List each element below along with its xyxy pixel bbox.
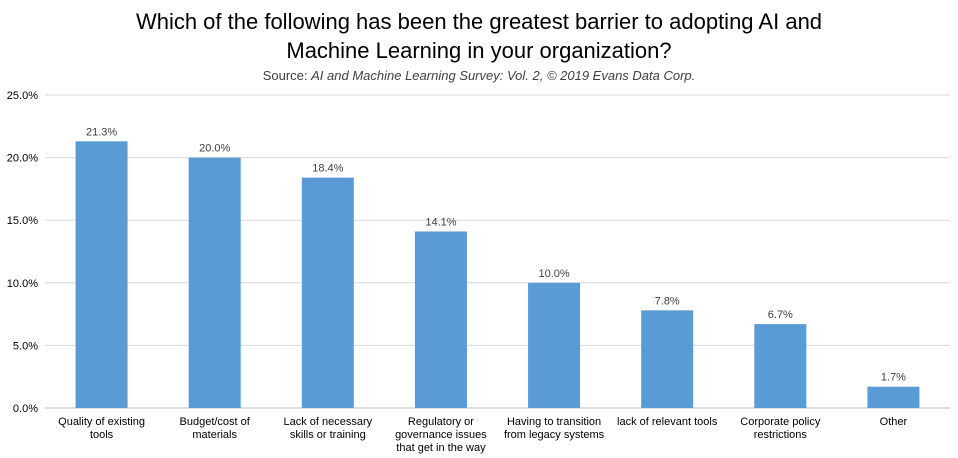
- y-tick-label: 15.0%: [7, 215, 38, 227]
- data-label: 14.1%: [425, 216, 456, 228]
- subtitle-source: AI and Machine Learning Survey: Vol. 2, …: [311, 68, 696, 83]
- data-label: 6.7%: [768, 309, 793, 321]
- bar: [641, 310, 694, 408]
- y-tick-label: 10.0%: [7, 278, 38, 290]
- x-tick-label: restrictions: [754, 429, 808, 441]
- x-tick-label: materials: [192, 429, 237, 441]
- y-tick-label: 25.0%: [7, 90, 38, 102]
- x-tick-label: lack of relevant tools: [617, 416, 718, 428]
- x-tick-label: that get in the way: [396, 442, 486, 454]
- x-tick-label: from legacy systems: [504, 429, 605, 441]
- data-label: 10.0%: [538, 268, 569, 280]
- data-label: 20.0%: [199, 143, 230, 155]
- subtitle-prefix: Source:: [262, 68, 312, 83]
- y-tick-label: 20.0%: [7, 153, 38, 165]
- x-tick-label: tools: [90, 429, 114, 441]
- x-tick-label: Corporate policy: [740, 416, 821, 428]
- x-tick-label: governance issues: [395, 429, 487, 441]
- chart-title-line-2: Machine Learning in your organization?: [286, 38, 672, 63]
- x-tick-label: skills or training: [290, 429, 366, 441]
- data-label: 1.7%: [881, 372, 906, 384]
- x-tick-label: Other: [880, 416, 908, 428]
- bar: [754, 324, 807, 408]
- x-tick-label: Quality of existing: [58, 416, 145, 428]
- x-tick-label: Lack of necessary: [283, 416, 372, 428]
- x-tick-label: Budget/cost of: [180, 416, 251, 428]
- data-label: 7.8%: [655, 295, 680, 307]
- data-label: 18.4%: [312, 163, 343, 175]
- chart-subtitle: Source: AI and Machine Learning Survey: …: [0, 68, 958, 83]
- bar: [414, 231, 467, 408]
- y-tick-label: 5.0%: [13, 340, 38, 352]
- y-tick-label: 0.0%: [13, 403, 38, 415]
- bar: [867, 386, 920, 408]
- bar: [188, 157, 241, 408]
- x-tick-label: Regulatory or: [408, 416, 474, 428]
- chart-title-line-1: Which of the following has been the grea…: [135, 9, 823, 34]
- bar: [75, 141, 128, 408]
- x-tick-label: Having to transition: [507, 416, 601, 428]
- bar: [301, 177, 354, 408]
- data-label: 21.3%: [86, 126, 117, 138]
- bar: [528, 282, 581, 408]
